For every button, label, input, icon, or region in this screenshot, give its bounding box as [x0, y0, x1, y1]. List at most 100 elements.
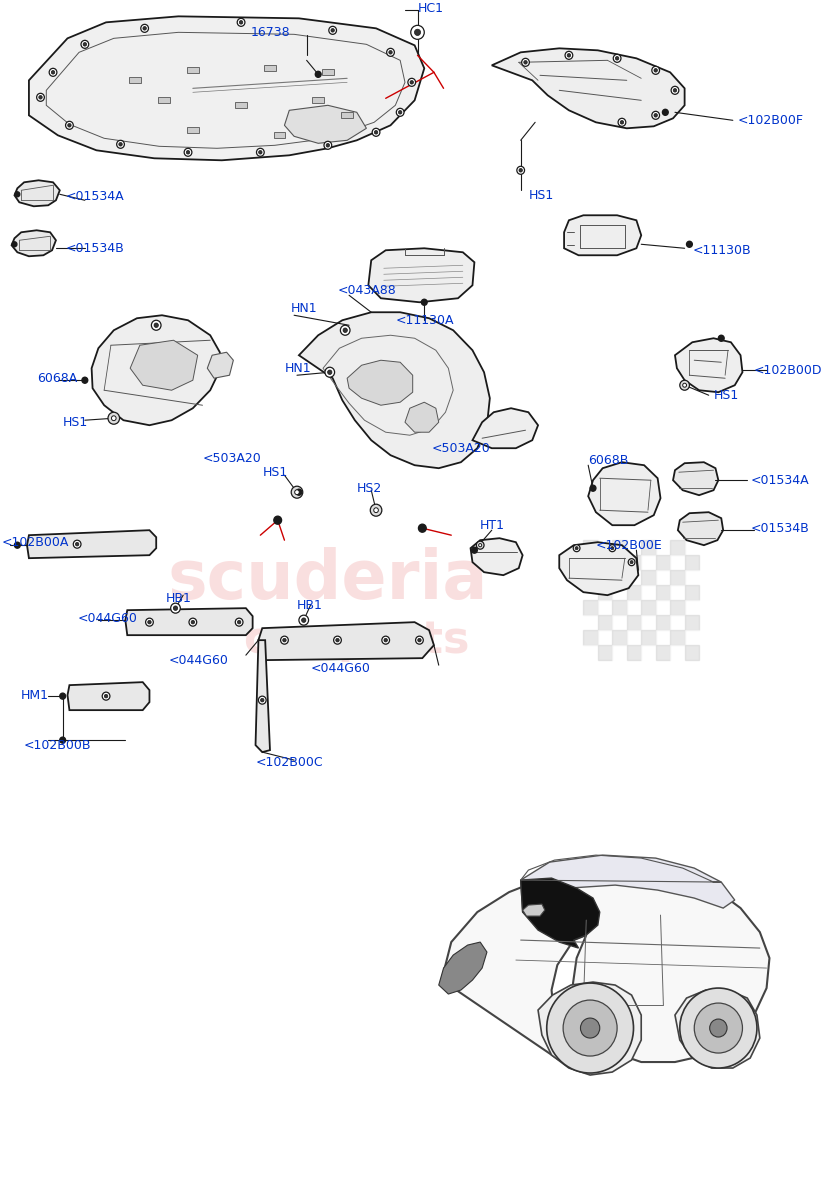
Circle shape: [343, 328, 348, 332]
Circle shape: [654, 68, 657, 72]
Bar: [322, 70, 334, 76]
Bar: [670, 540, 685, 556]
Bar: [656, 570, 670, 586]
Circle shape: [616, 56, 619, 60]
Circle shape: [148, 620, 151, 624]
Bar: [641, 630, 656, 646]
Text: <01534A: <01534A: [750, 474, 809, 487]
Bar: [626, 540, 641, 556]
Text: 6068B: 6068B: [588, 454, 628, 467]
Text: <044G60: <044G60: [169, 654, 229, 667]
Bar: [612, 630, 626, 646]
Polygon shape: [67, 682, 150, 710]
Circle shape: [563, 1000, 617, 1056]
Polygon shape: [678, 512, 723, 545]
Text: <102B00D: <102B00D: [754, 364, 823, 377]
Text: <01534B: <01534B: [750, 522, 809, 535]
Circle shape: [680, 988, 757, 1068]
Bar: [656, 556, 670, 570]
Text: <102B00E: <102B00E: [596, 539, 662, 552]
Circle shape: [396, 108, 404, 116]
Bar: [187, 67, 199, 73]
Circle shape: [651, 66, 660, 74]
Bar: [670, 570, 685, 586]
Bar: [685, 646, 699, 660]
Bar: [583, 570, 598, 586]
Bar: [598, 570, 612, 586]
Text: <102B00A: <102B00A: [2, 535, 69, 548]
Bar: [583, 616, 598, 630]
Circle shape: [399, 110, 402, 114]
Bar: [612, 586, 626, 600]
Text: HS2: HS2: [357, 481, 382, 494]
Bar: [612, 646, 626, 660]
Circle shape: [410, 80, 414, 84]
Text: <01534A: <01534A: [66, 190, 124, 203]
Bar: [583, 600, 598, 616]
Bar: [598, 630, 612, 646]
Circle shape: [609, 545, 616, 552]
Polygon shape: [675, 338, 742, 392]
Text: <102B00B: <102B00B: [24, 739, 92, 751]
Text: HS1: HS1: [714, 389, 739, 402]
Circle shape: [73, 540, 81, 548]
Text: <503A20: <503A20: [202, 451, 261, 464]
Text: <01534B: <01534B: [66, 241, 124, 254]
Bar: [158, 97, 170, 103]
Circle shape: [630, 560, 633, 564]
Bar: [685, 630, 699, 646]
Text: scuderia: scuderia: [168, 547, 488, 613]
Bar: [598, 556, 612, 570]
Bar: [612, 616, 626, 630]
Circle shape: [154, 323, 158, 328]
Bar: [598, 616, 612, 630]
Bar: [641, 570, 656, 586]
Bar: [598, 600, 612, 616]
Text: HS1: HS1: [528, 188, 553, 202]
Polygon shape: [369, 248, 474, 302]
Bar: [129, 77, 141, 83]
Bar: [641, 616, 656, 630]
Circle shape: [336, 638, 339, 642]
Circle shape: [81, 41, 89, 48]
Bar: [583, 556, 598, 570]
Circle shape: [39, 96, 42, 100]
Circle shape: [472, 547, 478, 553]
Bar: [583, 646, 598, 660]
Circle shape: [259, 696, 266, 704]
Circle shape: [575, 547, 578, 550]
Bar: [626, 630, 641, 646]
Polygon shape: [521, 878, 600, 948]
Circle shape: [590, 485, 596, 491]
Circle shape: [671, 86, 679, 95]
Polygon shape: [14, 180, 60, 206]
Circle shape: [240, 20, 243, 24]
Bar: [685, 556, 699, 570]
Bar: [626, 600, 641, 616]
Polygon shape: [92, 316, 220, 425]
Circle shape: [328, 370, 332, 374]
Bar: [612, 540, 626, 556]
Circle shape: [372, 128, 380, 137]
Bar: [626, 646, 641, 660]
Circle shape: [414, 29, 420, 36]
Bar: [641, 540, 656, 556]
Bar: [656, 540, 670, 556]
Polygon shape: [675, 990, 760, 1068]
Circle shape: [260, 698, 264, 702]
Circle shape: [683, 383, 686, 388]
Circle shape: [141, 24, 148, 32]
Circle shape: [611, 547, 614, 550]
Circle shape: [116, 140, 125, 149]
Circle shape: [478, 544, 482, 547]
Circle shape: [12, 241, 17, 247]
Text: HN1: HN1: [291, 301, 318, 314]
Circle shape: [274, 516, 281, 524]
Circle shape: [324, 142, 332, 149]
Circle shape: [565, 52, 572, 59]
Text: HB1: HB1: [166, 592, 191, 605]
Circle shape: [573, 545, 580, 552]
Circle shape: [191, 620, 195, 624]
Circle shape: [628, 559, 635, 565]
Bar: [670, 630, 685, 646]
